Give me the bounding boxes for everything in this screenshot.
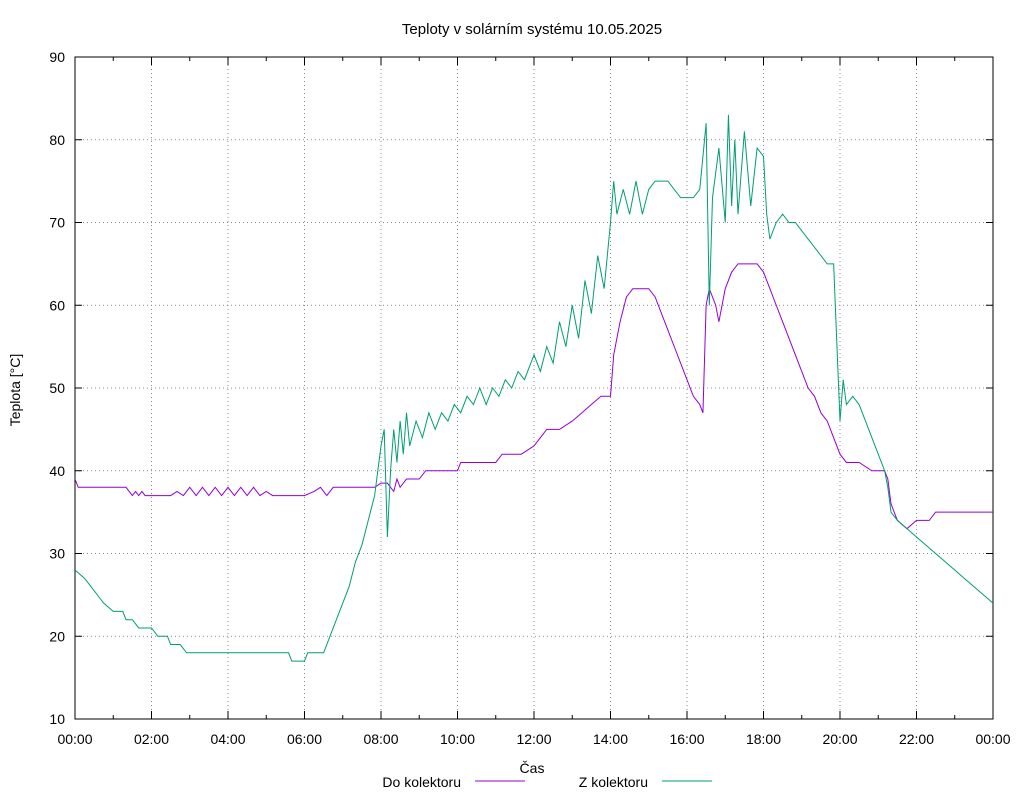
x-tick-label: 18:00 bbox=[746, 731, 781, 747]
x-axis: 00:00 02:00 04:00 06:00 08:00 10:00 12:00 14:00… bbox=[57, 731, 1010, 747]
x-tick-label: 04:00 bbox=[210, 731, 245, 747]
x-tick-label: 14:00 bbox=[593, 731, 628, 747]
y-tick-label: 30 bbox=[49, 546, 65, 562]
x-tick-label: 20:00 bbox=[822, 731, 857, 747]
legend-label: Z kolektoru bbox=[579, 774, 648, 790]
series-line-0 bbox=[74, 263, 993, 530]
legend-label: Do kolektoru bbox=[382, 774, 461, 790]
series-layer bbox=[74, 114, 994, 662]
x-tick-label: 06:00 bbox=[287, 731, 322, 747]
x-tick-label: 00:00 bbox=[975, 731, 1010, 747]
x-tick-label: 00:00 bbox=[57, 731, 92, 747]
plot-border bbox=[74, 56, 994, 720]
y-tick-label: 90 bbox=[49, 49, 65, 65]
x-tick-label: 10:00 bbox=[440, 731, 475, 747]
legend: Do kolektoru Z kolektoru bbox=[382, 774, 712, 790]
x-tick-label: 02:00 bbox=[134, 731, 169, 747]
y-tick-label: 10 bbox=[49, 711, 65, 727]
x-tick-label: 12:00 bbox=[516, 731, 551, 747]
chart-title: Teploty v solárním systému 10.05.2025 bbox=[402, 21, 662, 38]
grid bbox=[75, 57, 993, 719]
x-tick-label: 08:00 bbox=[363, 731, 398, 747]
series-line-1 bbox=[74, 114, 994, 662]
y-axis: 10 20 30 40 50 60 70 80 90 bbox=[49, 49, 65, 727]
x-tick-label: 16:00 bbox=[669, 731, 704, 747]
y-tick-label: 40 bbox=[49, 463, 65, 479]
y-tick-label: 80 bbox=[49, 132, 65, 148]
y-axis-label: Teplota [°C] bbox=[7, 354, 23, 427]
x-tick-label: 22:00 bbox=[899, 731, 934, 747]
plot-frame bbox=[74, 56, 994, 720]
y-tick-label: 60 bbox=[49, 297, 65, 313]
y-tick-label: 20 bbox=[49, 628, 65, 644]
y-tick-label: 50 bbox=[49, 380, 65, 396]
y-tick-label: 70 bbox=[49, 215, 65, 231]
x-axis-label: Čas bbox=[520, 760, 545, 776]
